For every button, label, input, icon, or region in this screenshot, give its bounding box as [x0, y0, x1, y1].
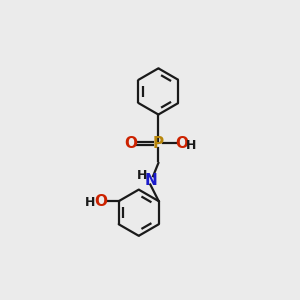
- Text: H: H: [136, 169, 147, 182]
- Text: O: O: [175, 136, 188, 151]
- Text: P: P: [153, 136, 164, 151]
- Text: O: O: [94, 194, 107, 209]
- Text: O: O: [124, 136, 137, 151]
- Text: N: N: [145, 173, 158, 188]
- Text: H: H: [85, 196, 95, 209]
- Text: H: H: [186, 139, 196, 152]
